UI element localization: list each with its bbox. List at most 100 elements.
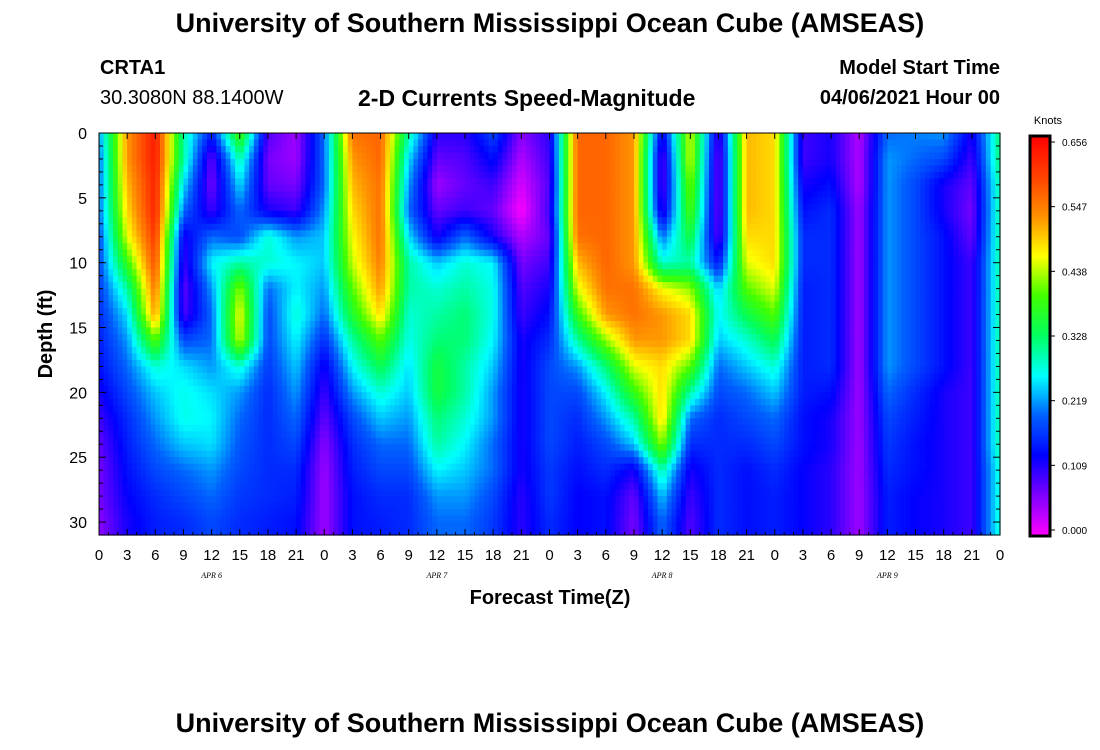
heatmap-cell xyxy=(460,210,466,218)
heatmap-cell xyxy=(535,256,541,264)
heatmap-cell xyxy=(296,184,302,192)
heatmap-cell xyxy=(563,145,569,154)
heatmap-cell xyxy=(249,217,255,225)
heatmap-cell xyxy=(596,217,602,225)
heatmap-cell xyxy=(770,269,776,277)
heatmap-cell xyxy=(774,165,781,173)
heatmap-cell xyxy=(652,197,659,205)
heatmap-cell xyxy=(873,269,879,277)
heatmap-cell xyxy=(807,197,813,205)
heatmap-cell xyxy=(352,178,358,186)
heatmap-cell xyxy=(526,139,532,147)
heatmap-cell xyxy=(554,256,560,264)
heatmap-cell xyxy=(924,165,931,173)
heatmap-cell xyxy=(568,178,574,186)
heatmap-cell xyxy=(413,197,419,205)
heatmap-cell xyxy=(432,223,438,231)
heatmap-cell xyxy=(122,133,128,141)
heatmap-cell xyxy=(99,210,105,218)
heatmap-cell xyxy=(343,269,349,277)
heatmap-cell xyxy=(455,249,461,257)
heatmap-cell xyxy=(934,133,940,141)
heatmap-cell xyxy=(577,152,583,160)
heatmap-cell xyxy=(934,184,940,192)
heatmap-cell xyxy=(408,191,415,199)
heatmap-cell xyxy=(868,295,874,303)
heatmap-cell xyxy=(938,165,945,173)
heatmap-cell xyxy=(310,230,316,238)
heatmap-cell xyxy=(249,288,255,296)
heatmap-cell xyxy=(666,197,673,205)
heatmap-cell xyxy=(441,197,447,205)
heatmap-cell xyxy=(131,191,138,199)
heatmap-cell xyxy=(216,243,222,251)
heatmap-cell xyxy=(971,152,978,160)
heatmap-cell xyxy=(178,217,185,225)
heatmap-cell xyxy=(282,191,288,199)
heatmap-cell xyxy=(469,158,476,167)
heatmap-cell xyxy=(948,139,954,147)
heatmap-cell xyxy=(450,171,457,179)
heatmap-cell xyxy=(497,249,504,257)
heatmap-cell xyxy=(985,288,992,296)
heatmap-cell xyxy=(507,165,513,173)
heatmap-cell xyxy=(676,249,682,257)
heatmap-cell xyxy=(103,178,109,186)
heatmap-cell xyxy=(666,145,673,154)
heatmap-cell xyxy=(554,282,560,290)
heatmap-cell xyxy=(202,243,208,251)
heatmap-cell xyxy=(436,223,443,231)
heatmap-cell xyxy=(765,262,771,270)
heatmap-cell xyxy=(713,288,720,296)
heatmap-cell xyxy=(596,165,602,173)
heatmap-cell xyxy=(272,133,278,141)
heatmap-cell xyxy=(802,178,809,186)
heatmap-cell xyxy=(399,243,405,251)
heatmap-cell xyxy=(516,288,522,296)
heatmap-cell xyxy=(131,262,138,270)
heatmap-cell xyxy=(122,184,128,192)
heatmap-cell xyxy=(385,171,391,179)
heatmap-cell xyxy=(915,269,921,277)
heatmap-cell xyxy=(938,171,945,179)
heatmap-cell xyxy=(436,139,443,147)
heatmap-cell xyxy=(577,171,583,179)
heatmap-cell xyxy=(845,191,851,199)
heatmap-cell xyxy=(591,288,598,296)
heatmap-cell xyxy=(432,295,438,303)
heatmap-cell xyxy=(310,171,316,179)
heatmap-cell xyxy=(943,217,949,225)
heatmap-cell xyxy=(197,139,203,147)
heatmap-cell xyxy=(310,158,316,167)
heatmap-cell xyxy=(127,269,133,277)
heatmap-cell xyxy=(521,158,527,167)
heatmap-cell xyxy=(826,178,832,186)
heatmap-cell xyxy=(619,249,626,257)
heatmap-cell xyxy=(807,295,813,303)
heatmap-cell xyxy=(671,275,677,283)
heatmap-cell xyxy=(540,236,546,244)
heatmap-cell xyxy=(164,217,170,225)
heatmap-cell xyxy=(117,145,124,154)
heatmap-cell xyxy=(540,243,546,251)
heatmap-cell xyxy=(802,236,809,244)
heatmap-cell xyxy=(239,184,246,192)
heatmap-cell xyxy=(145,269,152,277)
heatmap-cell xyxy=(361,204,368,212)
heatmap-cell xyxy=(347,191,353,199)
heatmap-cell xyxy=(995,197,1001,205)
heatmap-cell xyxy=(751,204,757,212)
heatmap-cell xyxy=(361,210,368,218)
heatmap-cell xyxy=(619,243,626,251)
heatmap-cell xyxy=(511,236,518,244)
heatmap-cell xyxy=(962,204,968,212)
heatmap-cell xyxy=(619,282,626,290)
heatmap-cell xyxy=(868,282,874,290)
heatmap-cell xyxy=(380,243,386,251)
heatmap-cell xyxy=(807,145,813,154)
heatmap-cell xyxy=(305,184,311,192)
heatmap-cell xyxy=(427,139,433,147)
heatmap-cell xyxy=(432,133,438,141)
heatmap-cell xyxy=(366,223,372,231)
heatmap-cell xyxy=(751,139,757,147)
